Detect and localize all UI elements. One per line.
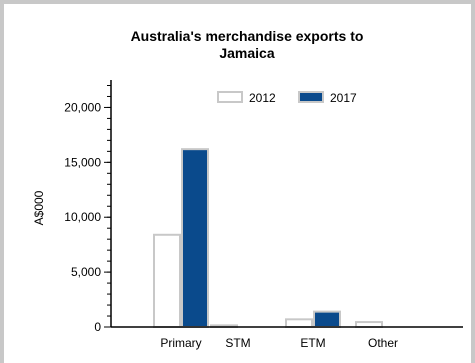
- x-tick-label: ETM: [300, 336, 325, 350]
- bar-etm-2017: [313, 310, 341, 328]
- bar-primary-2012: [153, 233, 181, 328]
- chart-title-line-1: Australia's merchandise exports to: [131, 28, 364, 44]
- chart-title: Australia's merchandise exports to Jamai…: [131, 28, 364, 61]
- y-tick-label: 15,000: [64, 155, 101, 169]
- bar-primary-2017: [181, 148, 209, 328]
- x-tick-label: Other: [368, 336, 398, 350]
- legend-swatch: [217, 91, 243, 103]
- chart-title-line-2: Jamaica: [219, 45, 274, 61]
- y-tick-label: 10,000: [64, 210, 101, 224]
- legend-swatch: [298, 91, 324, 103]
- x-tick-label: Primary: [160, 336, 201, 350]
- bars: [153, 148, 383, 328]
- x-tick-label: STM: [225, 336, 250, 350]
- axes: [110, 80, 463, 328]
- bar-etm-2012: [285, 318, 313, 328]
- y-tick-label: 5,000: [71, 265, 101, 279]
- y-tick-label: 20,000: [64, 100, 101, 114]
- legend-item-2012: 2012: [217, 91, 276, 105]
- legend-label: 2012: [249, 91, 276, 105]
- legend-item-2017: 2017: [298, 91, 357, 105]
- y-axis-ticks: 0 5,000 10,000 15,000 20,000: [64, 84, 111, 334]
- y-tick-label: 0: [94, 320, 101, 334]
- y-axis-label: A$000: [32, 190, 46, 225]
- legend-label: 2017: [330, 91, 357, 105]
- legend: 2012 2017: [217, 91, 357, 105]
- x-axis-ticks: Primary STM ETM Other: [160, 336, 398, 350]
